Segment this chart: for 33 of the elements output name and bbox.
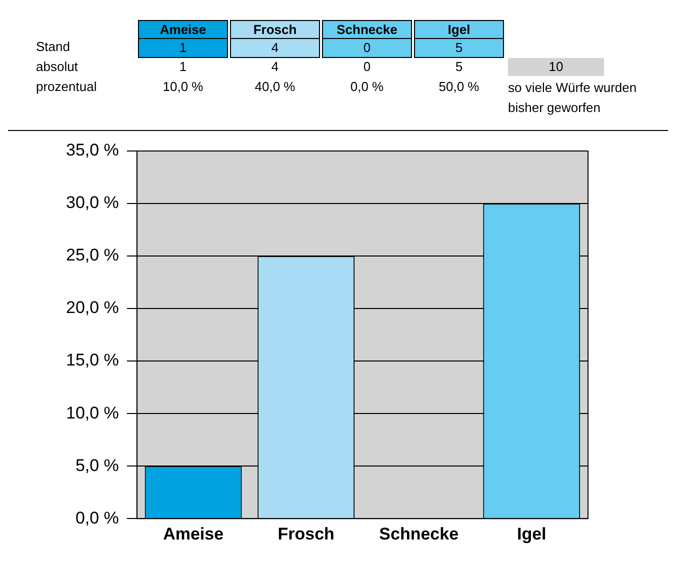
y-tick-label: 25,0 %: [66, 246, 119, 265]
text: 5: [414, 38, 504, 58]
y-tick-label: 35,0 %: [66, 140, 119, 160]
x-tick-label: Frosch: [278, 524, 334, 544]
text: 0: [362, 58, 372, 76]
text: Stand: [35, 38, 71, 56]
text: 50,0 %: [438, 78, 480, 96]
y-tick-label: 0,0 %: [75, 508, 119, 528]
y-tick-label: 5,0 %: [75, 456, 119, 475]
text: 40,0 %: [254, 78, 296, 96]
text: 0,0 %: [349, 78, 385, 96]
text: 10: [508, 58, 604, 76]
text: 1: [178, 58, 188, 76]
text: 0: [322, 38, 412, 58]
x-tick-label: Ameise: [163, 524, 224, 544]
text: 10,0 %: [162, 78, 204, 96]
x-tick-label: Igel: [516, 524, 546, 544]
y-tick-label: 30,0 %: [66, 193, 119, 212]
y-tick-label: 10,0 %: [66, 403, 119, 422]
y-tick-label: 20,0 %: [66, 298, 119, 318]
x-tick-label: Schnecke: [379, 524, 459, 544]
category-label: Ameise: [160, 22, 206, 37]
text: 5: [454, 58, 464, 76]
category-label: Frosch: [253, 22, 297, 37]
category-label: Igel: [448, 22, 470, 37]
y-tick-label: 15,0 %: [66, 350, 119, 370]
text: so viele Würfe wurden bisher geworfen: [508, 79, 638, 117]
text: absolut: [35, 58, 79, 76]
category-label: Schnecke: [336, 22, 398, 37]
text: 4: [270, 58, 280, 76]
text: prozentual: [35, 78, 98, 96]
text: 4: [230, 38, 320, 58]
text: 1: [138, 38, 228, 58]
